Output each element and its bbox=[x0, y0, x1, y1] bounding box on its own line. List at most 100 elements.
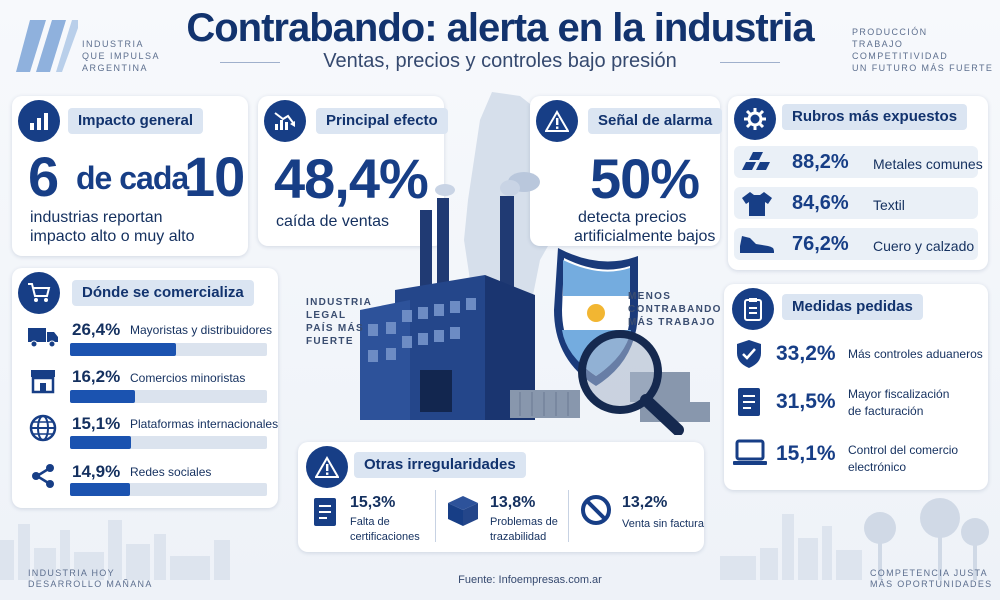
center-label-line: CONTRABANDO bbox=[628, 304, 722, 315]
impacto-big-number-a: 6 bbox=[28, 145, 59, 208]
market-bar-track bbox=[70, 436, 267, 449]
irregularidad-label: Venta sin factura bbox=[622, 518, 704, 530]
footer-line: INDUSTRIA HOY bbox=[28, 568, 115, 578]
source-credit: Fuente: Infoempresas.com.ar bbox=[380, 574, 680, 586]
card-impacto-general: Impacto general 6 de cada 10 industrias … bbox=[12, 96, 248, 256]
medida-label: Más controles aduaneros bbox=[848, 347, 983, 361]
market-bar bbox=[70, 390, 136, 403]
medida-pct: 31,5% bbox=[776, 390, 836, 413]
irregularidad-pct: 13,2% bbox=[622, 494, 668, 511]
irregularidad-label: certificaciones bbox=[350, 531, 420, 543]
laptop-icon bbox=[733, 439, 767, 465]
rubro-row bbox=[734, 228, 978, 260]
medida-pct: 33,2% bbox=[776, 342, 836, 365]
rubro-row bbox=[734, 187, 978, 219]
market-bar bbox=[70, 343, 177, 356]
share-icon bbox=[26, 461, 60, 491]
shield-icon bbox=[737, 340, 761, 368]
warning-icon bbox=[536, 100, 578, 142]
center-label-line: PAÍS MÁS bbox=[306, 323, 364, 334]
rubro-row bbox=[734, 146, 978, 178]
market-bar-track bbox=[70, 390, 267, 403]
rubro-pct: 84,6% bbox=[792, 192, 849, 214]
tagline-left: INDUSTRIA QUE IMPULSA ARGENTINA bbox=[82, 38, 160, 74]
source-link[interactable]: Infoempresas.com.ar bbox=[498, 574, 602, 586]
center-label-right: MENOS CONTRABANDO MÁS TRABAJO bbox=[628, 290, 722, 329]
tagline-left-line: QUE IMPULSA bbox=[82, 51, 161, 61]
market-bar-track bbox=[70, 483, 267, 496]
card-otras-irregularidades: Otras irregularidades bbox=[298, 442, 704, 552]
efecto-value: 48,4% bbox=[274, 147, 429, 210]
impacto-desc-line: industrias reportan bbox=[30, 209, 163, 226]
prohibited-icon bbox=[581, 495, 611, 525]
card-medidas-pedidas: Medidas pedidas bbox=[724, 284, 988, 490]
gear-icon bbox=[734, 98, 776, 140]
cart-icon bbox=[18, 272, 60, 314]
irregularidad-label: Falta de bbox=[350, 516, 390, 528]
rubro-pct: 76,2% bbox=[792, 233, 849, 255]
market-pct: 15,1% bbox=[72, 414, 121, 433]
impacto-big-text: de cada bbox=[76, 160, 189, 196]
card-title: Medidas pedidas bbox=[782, 294, 923, 320]
center-label-line: FUERTE bbox=[306, 336, 354, 347]
card-title: Dónde se comercializa bbox=[72, 280, 254, 306]
rubro-label: Metales comunes bbox=[873, 156, 983, 172]
irregularidad-pct: 15,3% bbox=[350, 494, 396, 511]
market-label: Plataformas internacionales bbox=[130, 417, 279, 431]
page-title: Contrabando: alerta en la industria bbox=[186, 6, 814, 50]
footer-line: DESARROLLO MAÑANA bbox=[28, 579, 153, 589]
market-bar-track bbox=[70, 343, 267, 356]
tagline-left-line: ARGENTINA bbox=[82, 63, 149, 73]
tagline-right-line: UN FUTURO MÁS FUERTE bbox=[852, 63, 994, 73]
irregularidad-label: Problemas de bbox=[490, 516, 558, 528]
center-label-left: INDUSTRIA LEGAL PAÍS MÁS FUERTE bbox=[306, 296, 372, 348]
warning-icon bbox=[306, 446, 348, 488]
document-icon bbox=[314, 498, 336, 526]
irregularidad-pct: 13,8% bbox=[490, 494, 536, 511]
market-pct: 16,2% bbox=[72, 367, 121, 386]
box-icon bbox=[448, 496, 478, 526]
footer-tagline-right: COMPETENCIA JUSTA MÁS OPORTUNIDADES bbox=[870, 568, 992, 590]
market-pct: 26,4% bbox=[72, 320, 121, 339]
invoice-icon bbox=[738, 388, 760, 416]
card-donde-comercializa: Dónde se comercializa bbox=[12, 268, 278, 508]
impacto-big-number-b: 10 bbox=[184, 145, 245, 208]
tagline-right-line: TRABAJO bbox=[852, 39, 904, 49]
alarma-desc-line: detecta precios bbox=[578, 209, 687, 226]
medida-label: Mayor fiscalización bbox=[848, 387, 950, 401]
center-label-line: MENOS bbox=[628, 291, 672, 302]
rubro-label: Cuero y calzado bbox=[873, 238, 975, 254]
divider bbox=[435, 490, 436, 542]
center-label-line: LEGAL bbox=[306, 310, 347, 321]
rubro-pct: 88,2% bbox=[792, 151, 849, 173]
medida-pct: 15,1% bbox=[776, 442, 836, 465]
page-subtitle: Ventas, precios y controles bajo presión bbox=[323, 50, 677, 72]
trend-down-icon bbox=[264, 100, 306, 142]
market-bar bbox=[70, 436, 131, 449]
card-title: Impacto general bbox=[68, 108, 204, 134]
tshirt-icon bbox=[742, 192, 772, 216]
medida-label: electrónico bbox=[848, 460, 907, 474]
alarma-desc-line: artificialmente bajos bbox=[574, 228, 716, 245]
market-pct: 14,9% bbox=[72, 462, 121, 481]
subtitle-divider-right bbox=[720, 62, 780, 63]
footer-line: COMPETENCIA JUSTA bbox=[870, 568, 988, 578]
rubro-label: Textil bbox=[873, 197, 905, 213]
tagline-right: PRODUCCIÓN TRABAJO COMPETITIVIDAD UN FUT… bbox=[852, 26, 993, 74]
divider bbox=[568, 490, 569, 542]
impacto-desc-line: impacto alto o muy alto bbox=[30, 228, 195, 245]
market-label: Comercios minoristas bbox=[130, 371, 246, 385]
clipboard-icon bbox=[732, 288, 774, 330]
alarma-value: 50% bbox=[590, 147, 700, 210]
footer-tagline-left: INDUSTRIA HOY DESARROLLO MAÑANA bbox=[28, 568, 153, 590]
card-title: Principal efecto bbox=[316, 108, 448, 134]
card-title: Señal de alarma bbox=[588, 108, 723, 134]
efecto-desc: caída de ventas bbox=[276, 213, 389, 230]
irregularidad-label: trazabilidad bbox=[490, 531, 547, 543]
globe-icon bbox=[26, 413, 60, 443]
subtitle-divider-left bbox=[220, 62, 280, 63]
store-icon bbox=[26, 366, 60, 396]
tagline-right-line: COMPETITIVIDAD bbox=[852, 51, 949, 61]
card-title: Rubros más expuestos bbox=[782, 104, 968, 130]
